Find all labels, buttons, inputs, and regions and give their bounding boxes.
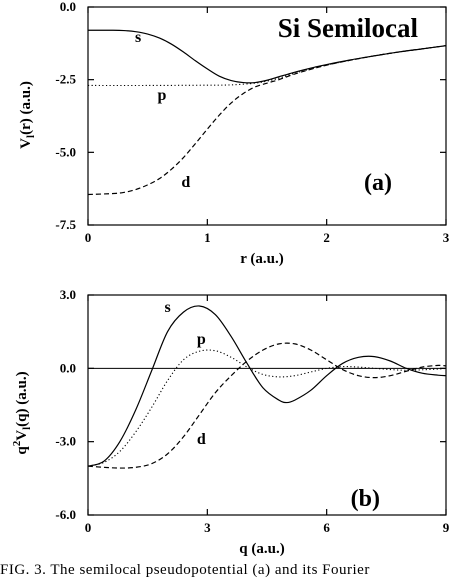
x-axis-label-a: r (a.u.)	[240, 251, 283, 267]
x-tick-label: 6	[323, 520, 330, 535]
y-tick-label: -5.0	[55, 144, 76, 159]
series-line-p	[87, 45, 447, 87]
y-tick-label: -6.0	[55, 507, 76, 522]
x-axis-label-b: q (a.u.)	[239, 541, 284, 557]
x-tick-label: 0	[85, 230, 92, 245]
y-axis-label-b: q2Vl(q) (a.u.)	[11, 371, 33, 454]
series-line-s	[87, 305, 447, 467]
x-tick-label: 1	[204, 230, 211, 245]
figure-caption: FIG. 3. The semilocal pseudopotential (a…	[0, 562, 370, 578]
series-label-p: p	[197, 331, 206, 348]
y-tick-label: 3.0	[60, 287, 76, 302]
series-label-s: s	[164, 299, 170, 316]
panel-label-a: (a)	[364, 170, 392, 196]
series-label-d: d	[181, 174, 190, 191]
panel-a-semilocal-pseudopotential: Si Semilocal (a) r (a.u.) Vl(r) (a.u.) 0…	[18, 0, 450, 267]
panel-label-b: (b)	[351, 486, 380, 512]
series-label-d: d	[197, 431, 206, 448]
y-axis-label-a: Vl(r) (a.u.)	[18, 81, 37, 149]
y-tick-label: 0.0	[60, 0, 76, 14]
x-tick-label: 3	[443, 230, 450, 245]
y-tick-label: -3.0	[55, 434, 76, 449]
plot-frame	[87, 294, 447, 516]
series-label-p: p	[158, 87, 167, 104]
y-tick-label: -7.5	[55, 217, 76, 232]
series-line-d	[87, 45, 447, 196]
panel-b-fourier-transform: (b) q (a.u.) q2Vl(q) (a.u.) 0 3 6 9 3.0 0.0 -3…	[11, 287, 450, 557]
series-line-p	[87, 349, 447, 467]
series-label-s: s	[135, 29, 141, 46]
x-tick-label: 2	[323, 230, 330, 245]
plot-frame	[87, 6, 447, 226]
series-line-d	[87, 342, 447, 469]
x-tick-label: 9	[443, 520, 450, 535]
y-tick-label: 0.0	[60, 360, 76, 375]
x-tick-label: 0	[85, 520, 92, 535]
y-tick-label: -2.5	[55, 72, 76, 87]
x-tick-label: 3	[204, 520, 211, 535]
chart-title: Si Semilocal	[278, 13, 419, 43]
